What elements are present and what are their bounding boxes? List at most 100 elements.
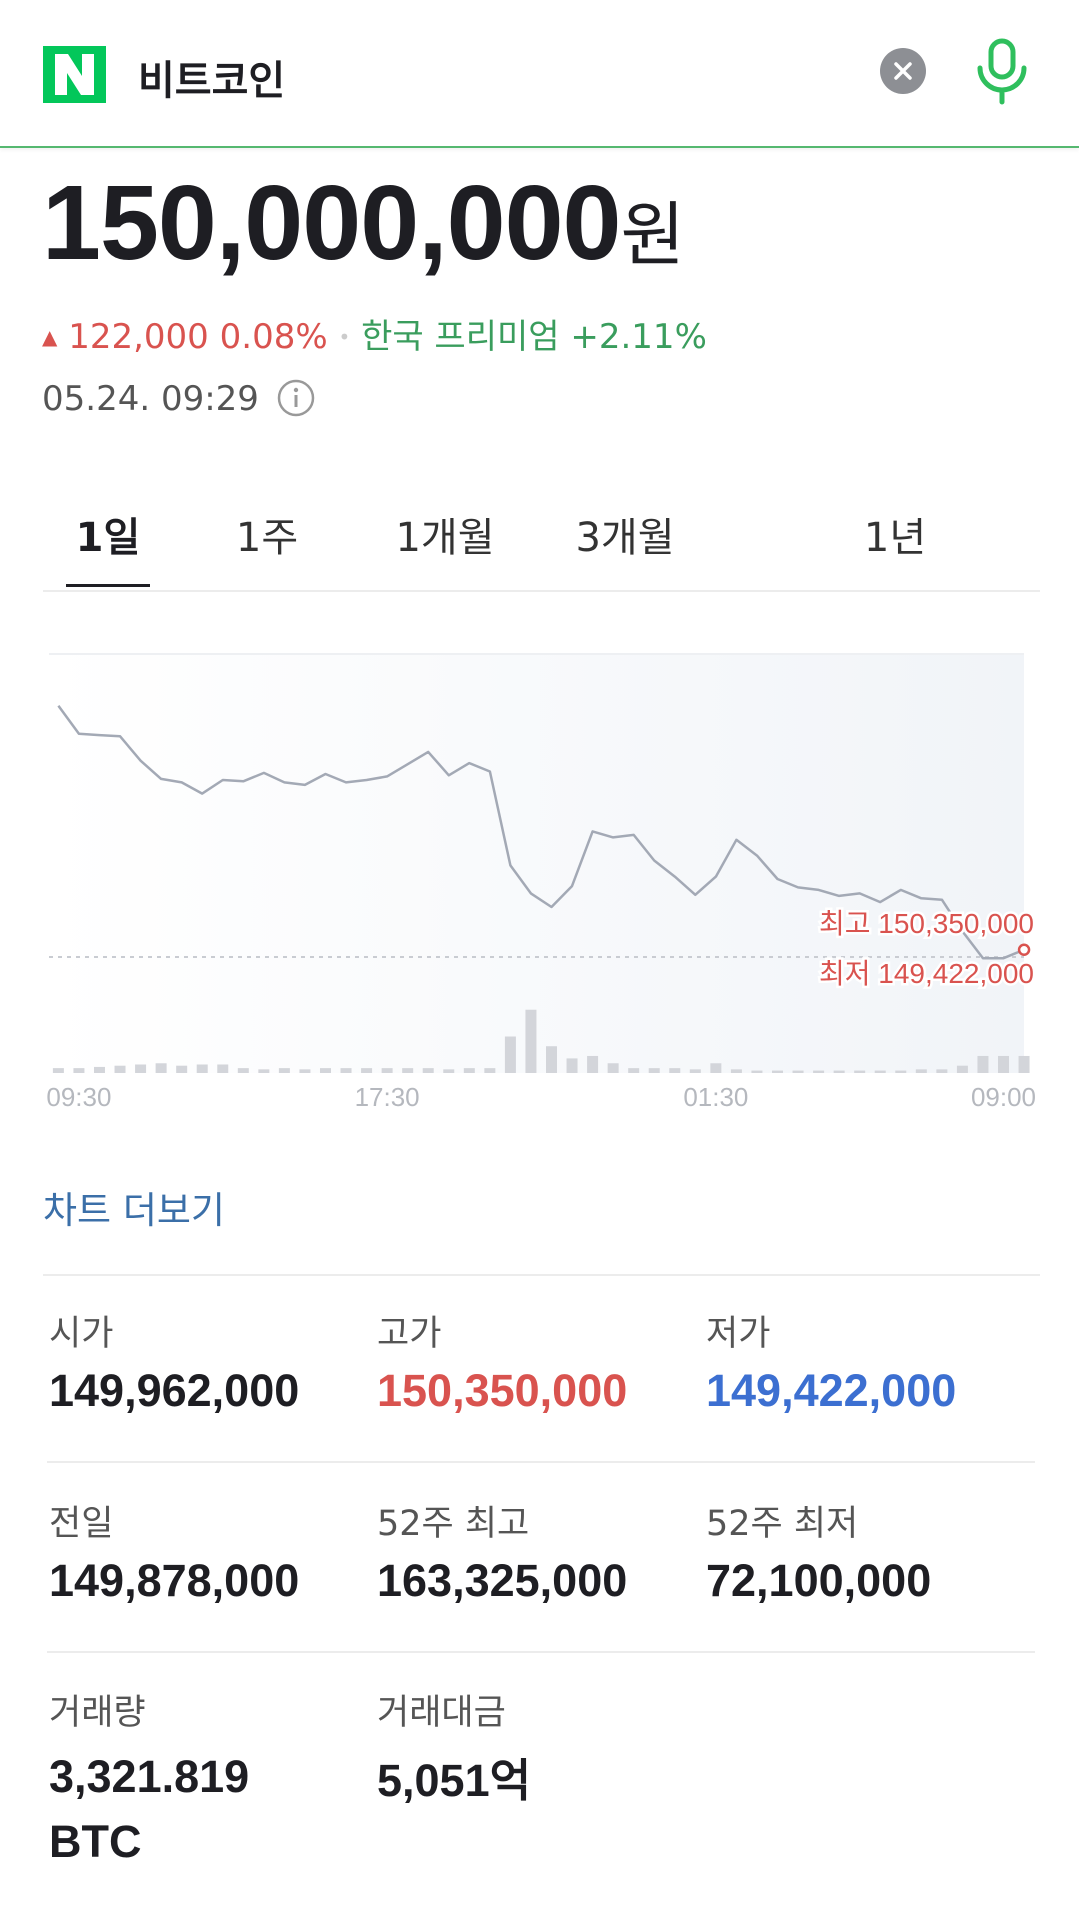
timestamp: 05.24. 09:29 (42, 379, 259, 419)
search-header: 비트코인 (0, 0, 1079, 148)
volume-bar (566, 1058, 578, 1073)
annotation: 최고 150,350,000 (819, 908, 1034, 939)
x-tick-label: 01:30 (683, 1082, 748, 1112)
stat-value: 150,350,000 (377, 1365, 628, 1416)
volume-bar (299, 1069, 311, 1073)
plot-background (49, 654, 1024, 1073)
volume-bar (237, 1068, 249, 1073)
volume-bar (977, 1055, 989, 1073)
volume-bar (504, 1036, 516, 1073)
x-tick-label: 17:30 (355, 1082, 420, 1112)
stat-label: 저가 (706, 1314, 771, 1354)
volume-bar (751, 1070, 763, 1073)
separator: • (338, 325, 351, 349)
period-tab[interactable]: 1년 (863, 515, 927, 561)
volume-bar (361, 1068, 373, 1073)
info-icon[interactable] (276, 378, 316, 418)
volume-bar (93, 1066, 105, 1073)
stat-value: 149,422,000 (706, 1365, 957, 1416)
stat-value: 3,321.819 BTC (49, 1751, 250, 1867)
stat-label: 고가 (377, 1314, 442, 1354)
price: 150,000,000원 (42, 163, 685, 284)
chart: 09:30 17:30 01:30 09:00 최고 150,350,000 최저 149… (46, 653, 1037, 1112)
timestamp-row: 05.24. 09:29 (42, 378, 316, 419)
premium-label: 한국 프리미엄 (361, 317, 560, 357)
period-tab[interactable]: 1주 (235, 515, 299, 561)
stat-value: 149,878,000 (49, 1555, 300, 1606)
last-point (1017, 943, 1031, 956)
price-value: 150,000,000 (42, 164, 621, 282)
stat-value: 5,051억 (377, 1755, 532, 1806)
volume-bar (628, 1068, 640, 1073)
stat-label: 거래량 (49, 1693, 146, 1733)
stat-value: 72,100,000 (706, 1555, 932, 1606)
volume-bar (525, 1009, 537, 1073)
stat-value: 149,962,000 (49, 1365, 300, 1416)
volume-bar (545, 1046, 557, 1073)
annotation: 최저 149,422,000 (819, 958, 1034, 989)
row-divider (47, 1651, 1035, 1653)
naver-logo[interactable] (43, 46, 106, 103)
volume-bar (381, 1068, 393, 1073)
volume-bar (833, 1070, 845, 1073)
volume-bar (340, 1068, 352, 1073)
volume-bar (52, 1068, 64, 1073)
volume-bar (710, 1063, 722, 1073)
stat-label: 거래대금 (377, 1693, 506, 1733)
volume-bar (73, 1068, 85, 1073)
stat-label: 시가 (49, 1314, 114, 1354)
volume-bar (402, 1068, 414, 1073)
stat-label: 52주 최저 (706, 1504, 859, 1544)
volume-bar (155, 1063, 167, 1073)
period-tab[interactable]: 1일 (75, 515, 141, 561)
volume-bar (258, 1069, 270, 1073)
volume-bar (463, 1068, 475, 1073)
volume-bar (956, 1065, 968, 1073)
volume-bar (998, 1055, 1010, 1073)
volume-bar (936, 1069, 948, 1073)
volume-bar (772, 1070, 784, 1073)
volume-bar (874, 1070, 886, 1073)
change-rate: 0.08% (219, 317, 328, 357)
volume-bar (196, 1064, 208, 1073)
x-tick-label: 09:30 (46, 1082, 111, 1112)
change-row: ▲ 122,000 0.08% • 한국 프리미엄 +2.11% (42, 309, 707, 358)
volume-bar (319, 1068, 331, 1073)
x-tick-label: 09:00 (971, 1082, 1036, 1112)
volume-bar (607, 1063, 619, 1073)
row-divider (47, 1461, 1035, 1463)
volume-bar (422, 1068, 434, 1073)
volume-bar (443, 1069, 455, 1073)
stat-value: 163,325,000 (377, 1555, 628, 1606)
volume-bar (278, 1068, 290, 1073)
change: 122,000 (68, 317, 209, 357)
volume-bar (114, 1065, 126, 1073)
volume-bar (587, 1055, 599, 1073)
price-line (57, 704, 1025, 960)
stats-divider (43, 1274, 1040, 1276)
search-query[interactable]: 비트코인 (138, 58, 286, 104)
tabs-divider (43, 590, 1040, 592)
volume-bar (689, 1069, 701, 1073)
volume-bar (792, 1070, 804, 1073)
price-unit: 원 (620, 194, 684, 276)
voice-search[interactable] (972, 38, 1032, 108)
volume-bar (915, 1069, 927, 1073)
more-chart-link[interactable]: 차트 더보기 (43, 1189, 225, 1232)
volume-bar (854, 1070, 866, 1073)
volume-bar (484, 1068, 496, 1073)
volume-bar (669, 1068, 681, 1073)
volume-bar (730, 1069, 742, 1073)
volume-bar (813, 1070, 825, 1073)
volume-bar (135, 1064, 147, 1073)
period-tab[interactable]: 3개월 (575, 515, 675, 561)
period-tab[interactable]: 1개월 (395, 515, 495, 561)
volume-bar (895, 1070, 907, 1073)
premium: +2.11% (570, 317, 707, 357)
tab-underline (66, 584, 150, 587)
volume-bar (176, 1065, 188, 1073)
clear-button[interactable] (880, 48, 926, 94)
volume-bar (648, 1068, 660, 1073)
